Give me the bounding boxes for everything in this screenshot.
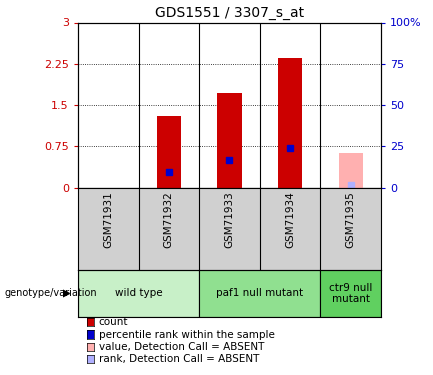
Bar [339,153,363,188]
Text: genotype/variation: genotype/variation [4,288,97,298]
Text: value, Detection Call = ABSENT: value, Detection Call = ABSENT [99,342,264,352]
Bar [217,93,242,188]
Text: wild type: wild type [115,288,162,298]
Text: GSM71934: GSM71934 [285,192,295,248]
Bar [278,58,302,188]
Bar [157,116,181,188]
Bar [199,270,320,317]
Text: percentile rank within the sample: percentile rank within the sample [99,330,275,339]
Text: paf1 null mutant: paf1 null mutant [216,288,304,298]
Text: rank, Detection Call = ABSENT: rank, Detection Call = ABSENT [99,354,259,364]
Title: GDS1551 / 3307_s_at: GDS1551 / 3307_s_at [155,6,304,20]
Bar [320,270,381,317]
Text: ctr9 null
mutant: ctr9 null mutant [329,283,372,304]
Bar [78,270,199,317]
Text: GSM71931: GSM71931 [103,192,113,248]
Text: GSM71935: GSM71935 [346,192,356,248]
Text: GSM71933: GSM71933 [224,192,235,248]
Text: count: count [99,317,128,327]
Text: GSM71932: GSM71932 [164,192,174,248]
